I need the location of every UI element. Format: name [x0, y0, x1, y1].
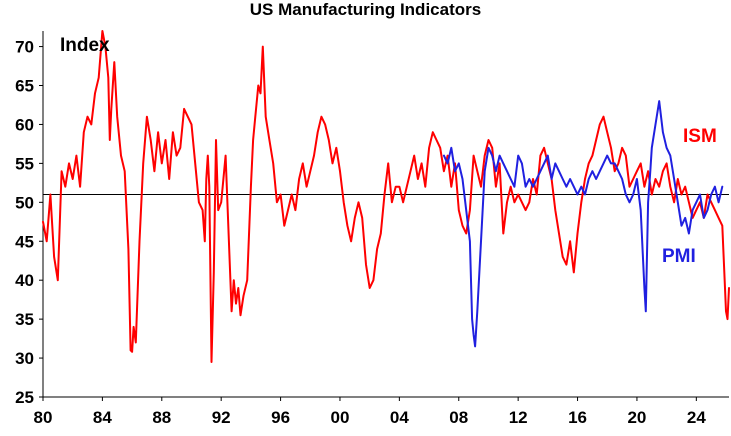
series-line-pmi: [442, 100, 724, 348]
series-label-pmi: PMI: [662, 246, 696, 267]
y-tick-label: 70: [15, 38, 34, 57]
y-tick-label: 40: [15, 271, 34, 290]
x-tick-label: 20: [627, 408, 646, 427]
chart-title: US Manufacturing Indicators: [249, 0, 482, 19]
y-tick-label: 45: [15, 232, 34, 251]
x-tick-label: 00: [331, 408, 350, 427]
x-tick-label: 80: [34, 408, 53, 427]
x-tick-label: 92: [212, 408, 231, 427]
y-tick-label: 60: [15, 115, 34, 134]
y-tick-label: 35: [15, 310, 34, 329]
x-tick-label: 84: [93, 408, 112, 427]
series-line-ism: [42, 30, 730, 363]
y-tick-label: 30: [15, 349, 34, 368]
x-tick-label: 08: [449, 408, 468, 427]
y-axis-label: Index: [60, 35, 110, 56]
series-label-ism: ISM: [683, 126, 717, 147]
chart-series: [42, 30, 730, 363]
y-tick-label: 25: [15, 388, 34, 407]
y-tick-label: 50: [15, 193, 34, 212]
x-tick-label: 16: [568, 408, 587, 427]
chart-axes: [42, 31, 729, 398]
x-tick-label: 12: [509, 408, 528, 427]
y-tick-label: 55: [15, 154, 34, 173]
x-tick-label: 04: [390, 408, 409, 427]
x-axis-ticks: 80 84 88 92 96 00 04 08 12 16 20 24: [34, 397, 706, 427]
y-axis-ticks: 25 30 35 40 45 50 55 60 65 70: [15, 38, 43, 407]
x-tick-label: 24: [687, 408, 706, 427]
x-tick-label: 96: [271, 408, 290, 427]
x-tick-label: 88: [152, 408, 171, 427]
y-tick-label: 65: [15, 77, 34, 96]
